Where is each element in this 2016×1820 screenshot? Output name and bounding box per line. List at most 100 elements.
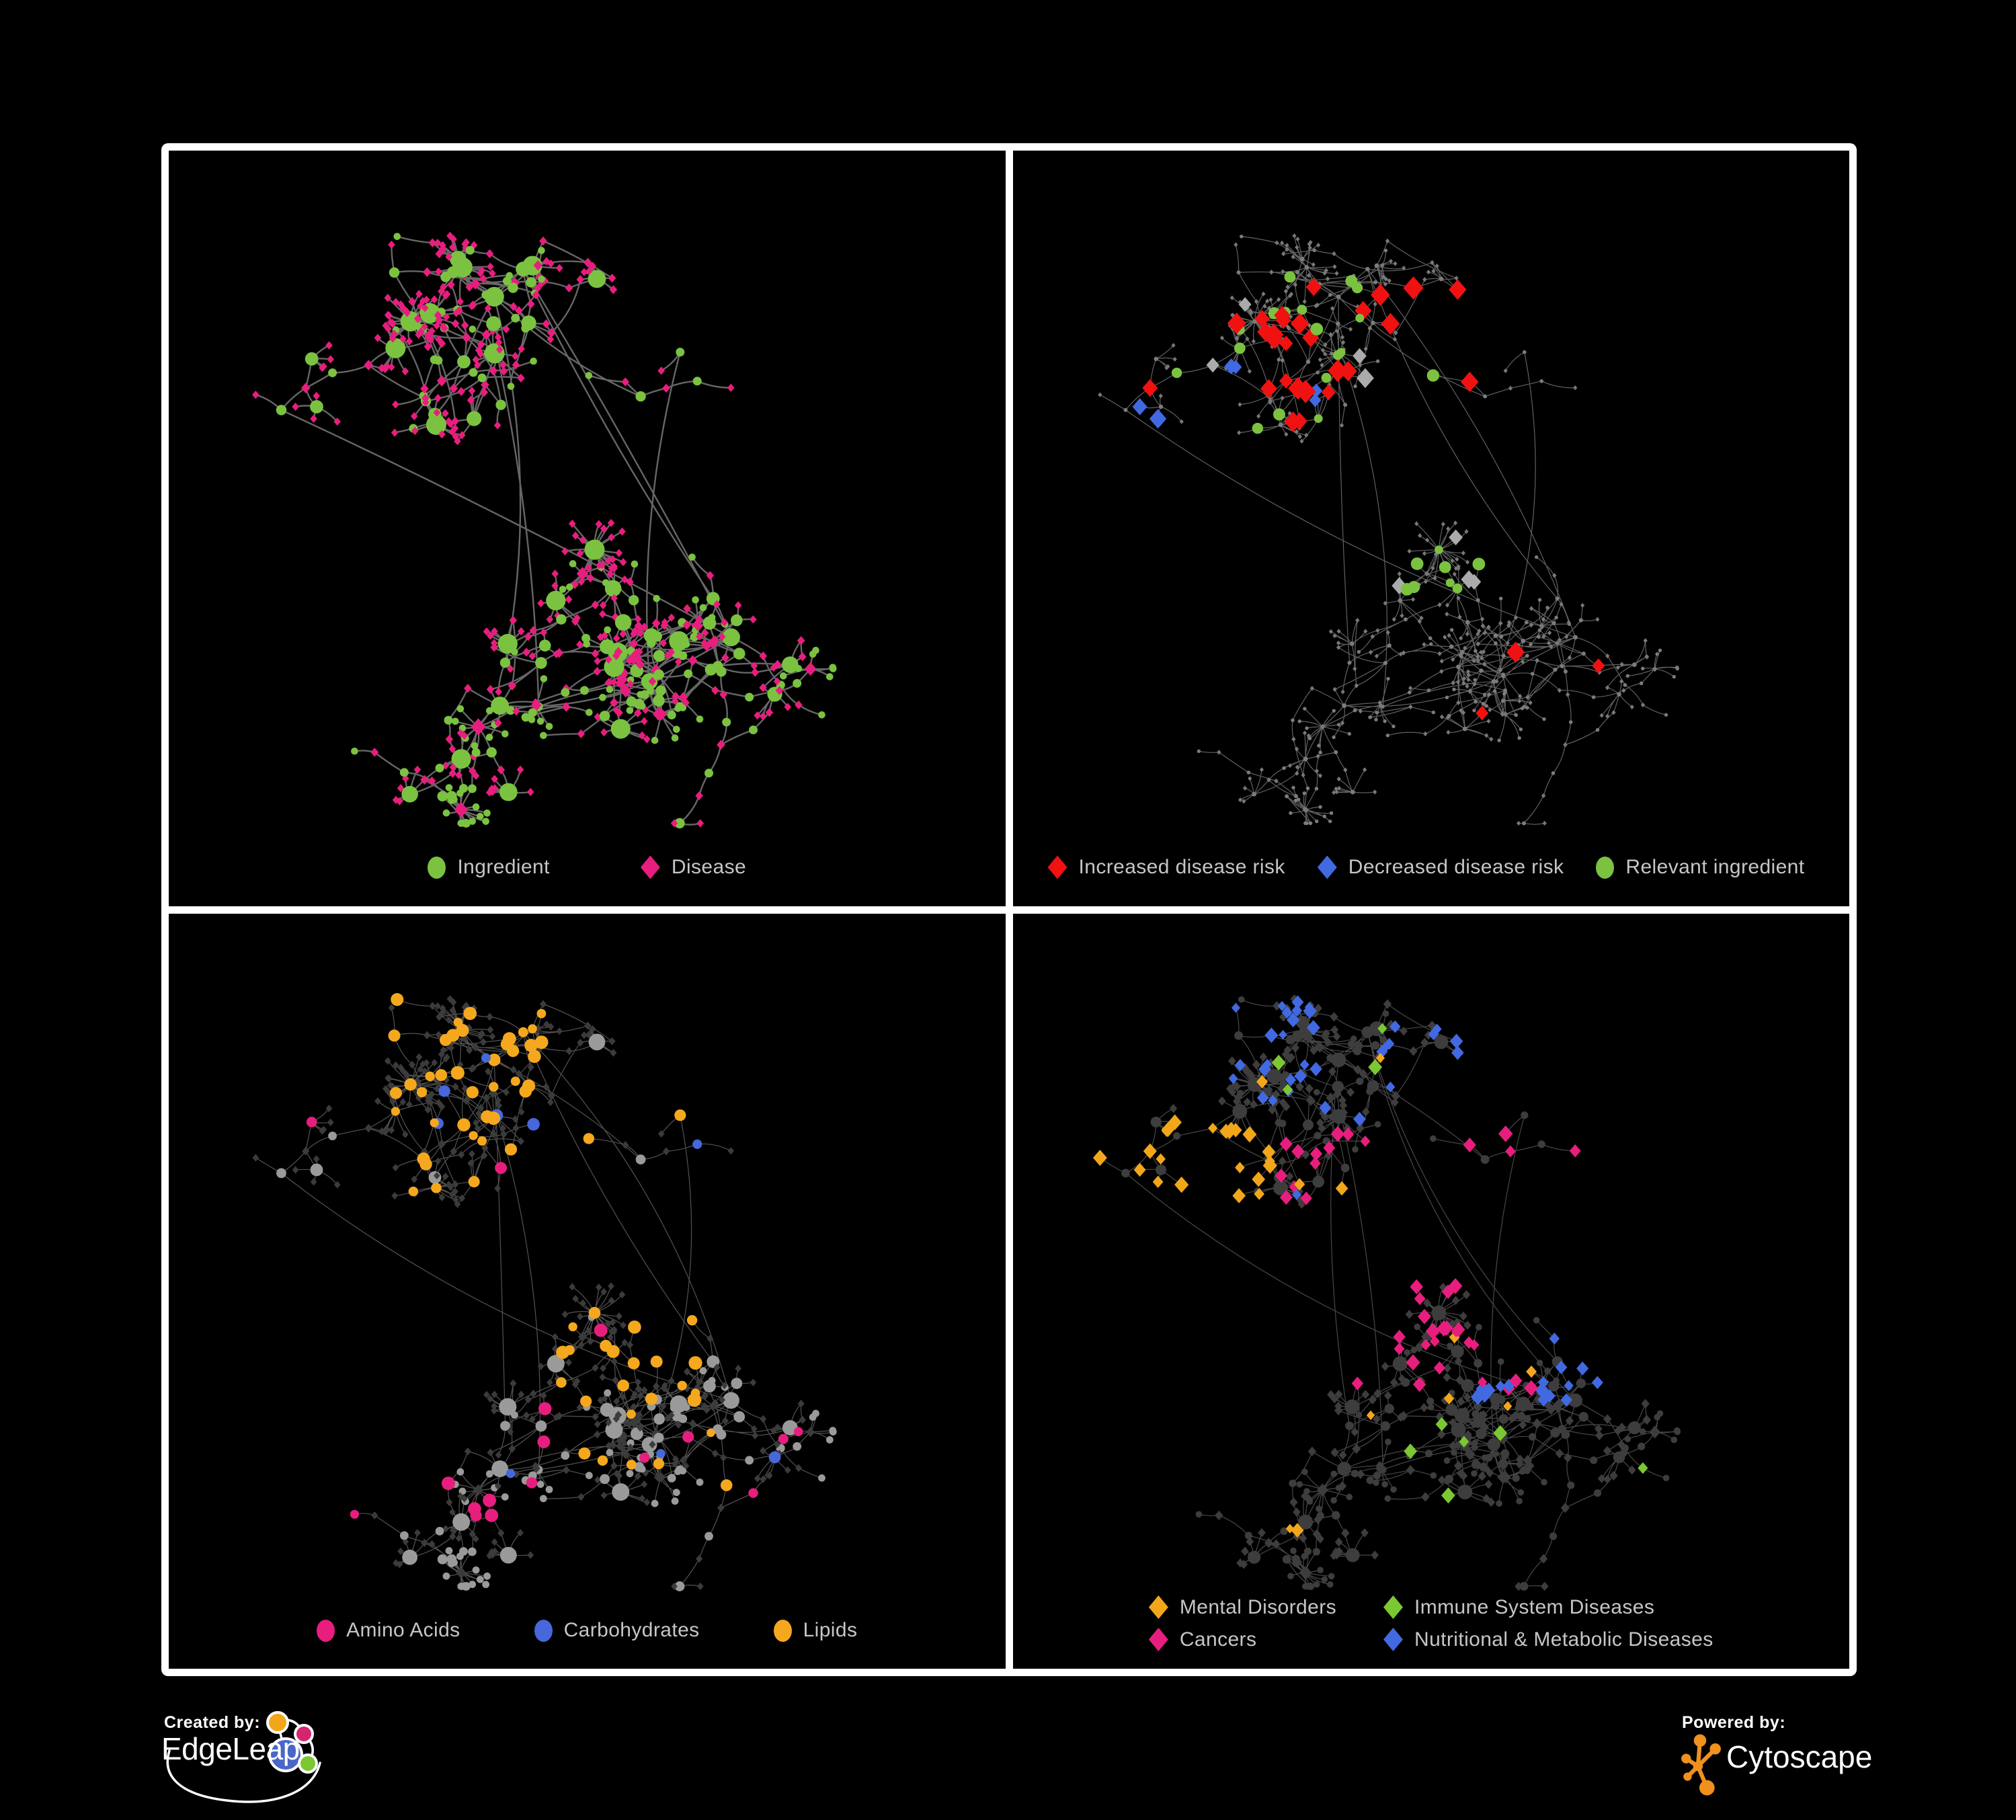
ingredient-node [1289,1547,1297,1554]
disease-node [468,387,476,395]
disease-node [1268,269,1274,275]
disease-node [477,269,484,278]
disease-node [421,393,430,403]
ingredient-node [452,1513,471,1531]
disease-node [1398,1374,1406,1384]
ingredient-node [1273,1180,1288,1195]
ingredient-node [679,1466,687,1474]
ingredient-node [1304,726,1309,730]
disease-node-highlight [1429,1335,1440,1347]
disease-node [621,377,630,387]
disease-node [477,1032,484,1040]
disease-node [1287,763,1292,768]
ingredient-node [656,690,663,698]
ingredient-node [696,715,704,723]
disease-node [1469,1419,1478,1429]
ingredient-node [482,1580,490,1588]
disease-node [1414,521,1418,526]
disease-node [1363,629,1367,634]
disease-node [1605,654,1609,659]
disease-node [799,652,807,662]
disease-node [604,1320,612,1328]
ingredient-node [1350,1035,1357,1042]
disease-node [438,1050,445,1058]
disease-node [1264,299,1269,304]
disease-node [1381,274,1385,280]
disease-node [594,1476,601,1484]
disease-node [495,1451,502,1459]
disease-node [456,1567,466,1578]
ingredient-node [745,1456,754,1464]
disease-node-highlight [1256,322,1274,342]
disease-node [458,431,466,440]
ingredient-node [1392,1355,1408,1371]
disease-node [464,684,472,693]
disease-node [1478,1470,1486,1481]
disease-node [696,1554,703,1562]
disease-node [641,717,648,725]
ingredient-node [670,1394,688,1413]
disease-node [542,319,551,329]
disease-node [1476,628,1482,634]
disease-node-highlight [1555,1360,1567,1374]
disease-node [1450,680,1455,686]
ingredient-node [426,414,446,435]
ingredient-node [401,785,418,803]
disease-node [455,1534,462,1542]
ingredient-node [1347,731,1351,736]
ingredient-node-highlight [425,1071,435,1081]
disease-node [1439,714,1444,719]
disease-node [1330,1025,1338,1034]
disease-node [507,664,514,673]
disease-node [1317,1123,1326,1133]
disease-node [551,569,559,578]
disease-node [1309,686,1314,691]
ingredient-node [818,1474,825,1482]
disease-node-highlight [1229,360,1242,374]
ingredient-node [310,1163,323,1176]
legend-label: Ingredient [457,856,550,878]
disease-node-highlight [1229,1122,1242,1138]
disease-node [634,1472,641,1480]
disease-node [1455,1375,1464,1385]
disease-node [522,647,530,657]
disease-node [672,697,679,705]
disease-node [434,239,442,247]
disease-node [577,1312,583,1320]
disease-node [1479,1421,1489,1433]
ingredient-node [1478,668,1484,673]
disease-node [1284,243,1289,248]
disease-node [442,1172,449,1180]
ingredient-node [1292,1030,1302,1040]
ingredient-node [671,1497,679,1505]
disease-node [1295,1081,1304,1092]
disease-node [449,1532,456,1540]
ingredient-node [1431,710,1435,715]
ingredient-node [1455,664,1461,670]
disease-node [795,1464,803,1472]
disease-node [1567,655,1572,660]
disease-node [1158,393,1163,399]
ingredient-node [489,351,497,359]
ingredient-node [1672,674,1676,679]
disease-node [585,1327,592,1335]
ingredient-node [561,1450,570,1460]
disease-node [635,1411,643,1419]
ingredient-node [1552,667,1558,672]
ingredient-node [445,784,453,791]
ingredient-node [588,270,606,288]
ingredient-node [1312,248,1316,253]
disease-node [487,1394,494,1402]
ingredient-node [1374,263,1379,268]
disease-node [600,1491,608,1499]
disease-node [596,633,604,641]
disease-node-highlight [1231,1002,1240,1013]
ingredient-node [1519,727,1523,731]
disease-node [438,286,446,296]
disease-node [1529,622,1533,628]
disease-node-highlight [1428,1027,1439,1040]
disease-node [489,1129,497,1138]
disease-node [576,275,585,284]
disease-node [1481,649,1486,655]
